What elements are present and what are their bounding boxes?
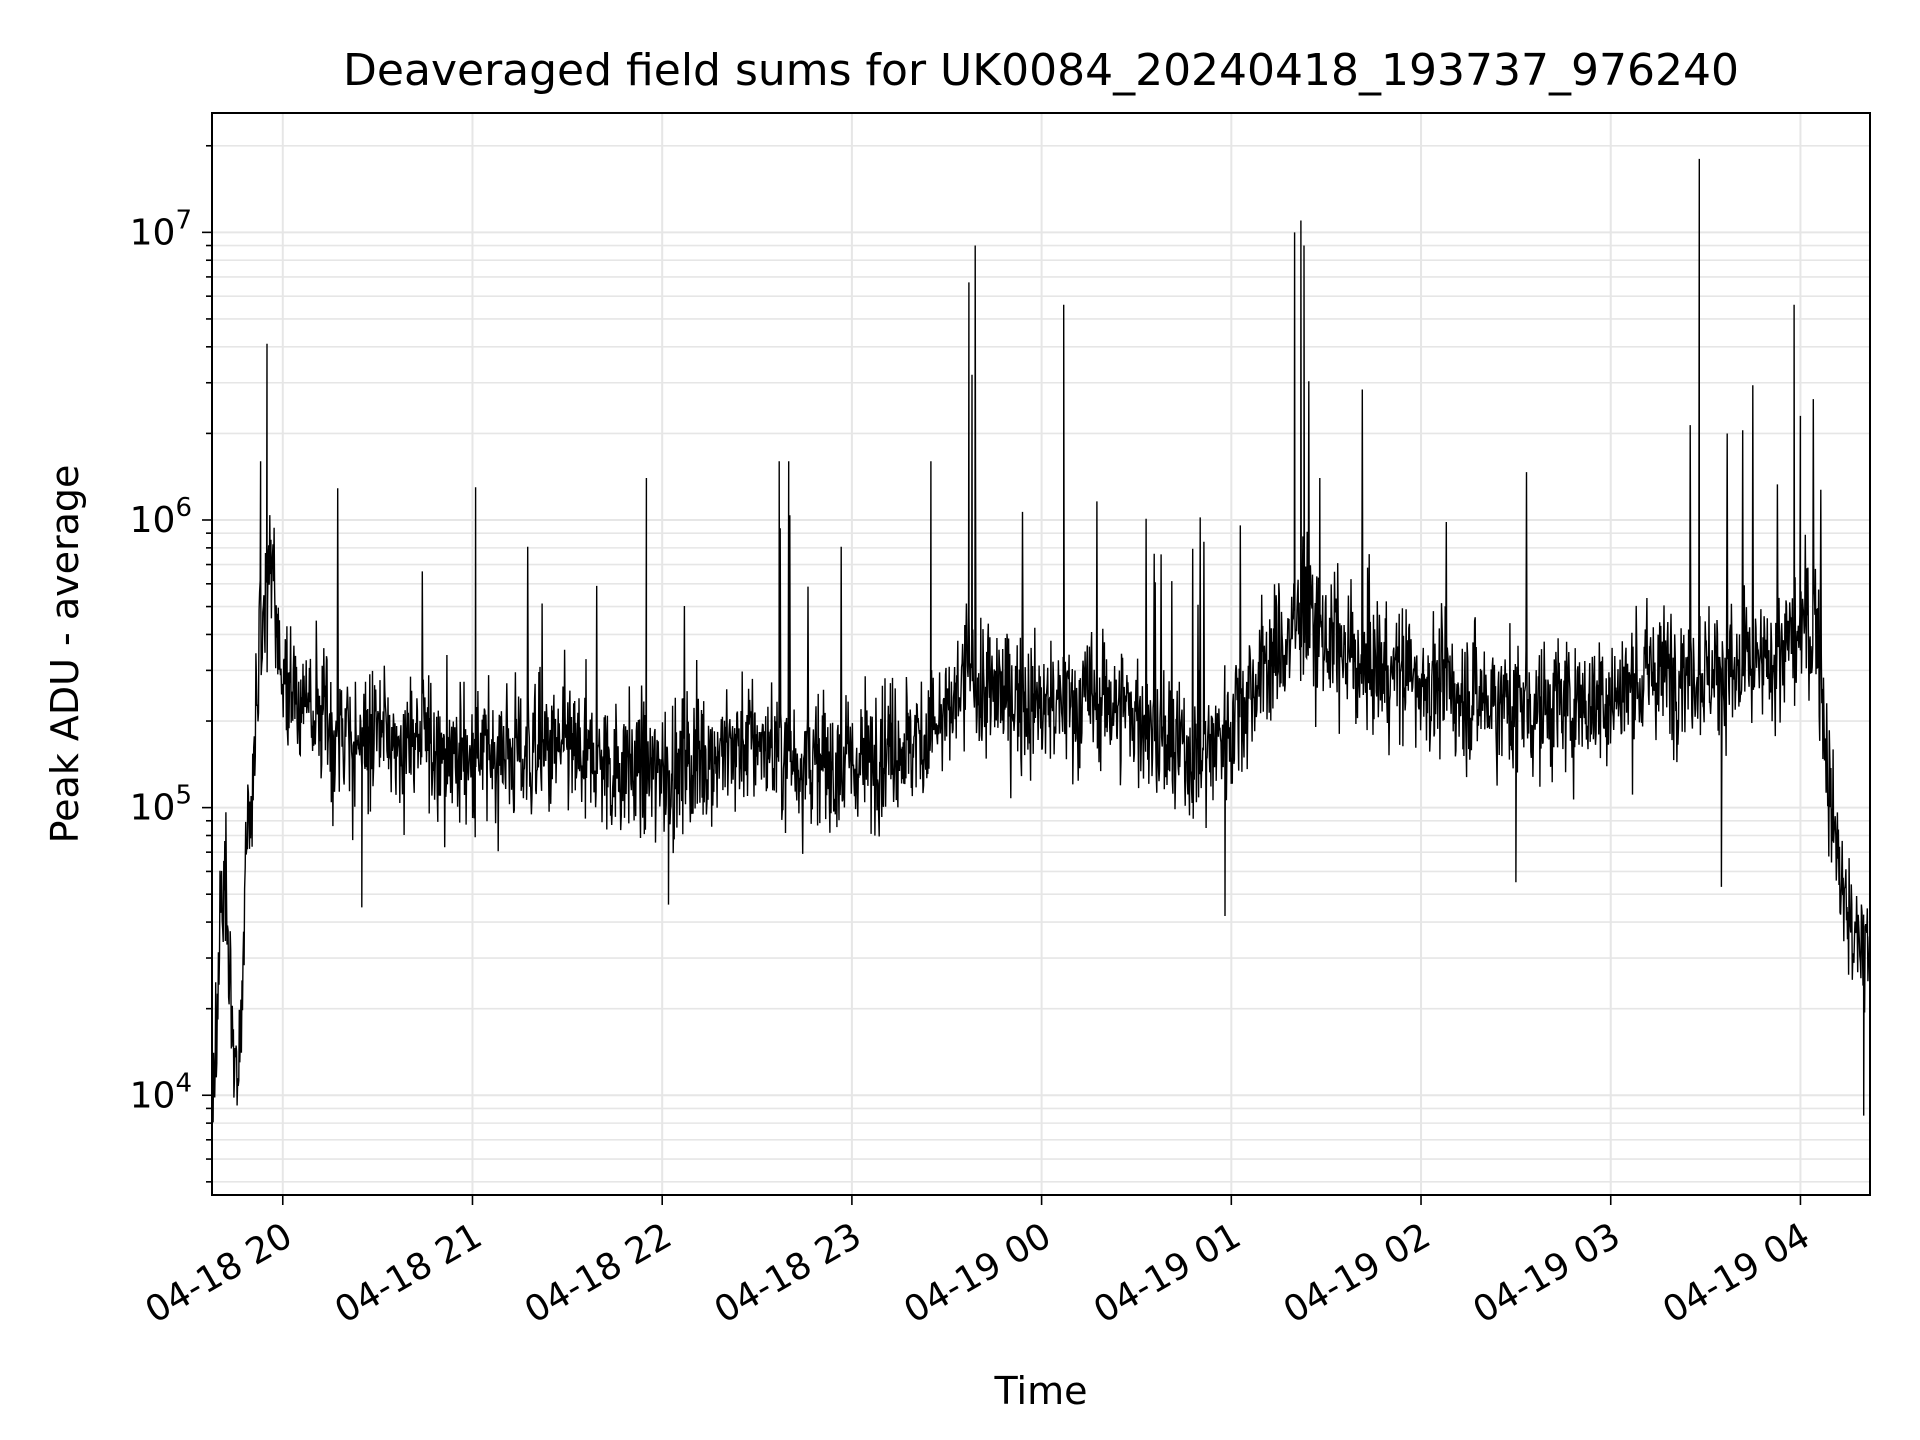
y-tick-label: 106 (130, 493, 192, 541)
y-tick-label: 107 (130, 205, 192, 253)
x-axis-label: Time (994, 1369, 1088, 1413)
chart-title: Deaveraged field sums for UK0084_2024041… (343, 45, 1739, 96)
y-axis: 104 105 106 107 (130, 144, 212, 1183)
y-tick-label: 105 (130, 781, 192, 829)
y-axis-label: Peak ADU - average (43, 465, 87, 844)
y-tick-label: 104 (130, 1068, 192, 1116)
series-line (211, 158, 1871, 1151)
grid (212, 113, 1870, 1195)
series-layer (211, 158, 1871, 1151)
